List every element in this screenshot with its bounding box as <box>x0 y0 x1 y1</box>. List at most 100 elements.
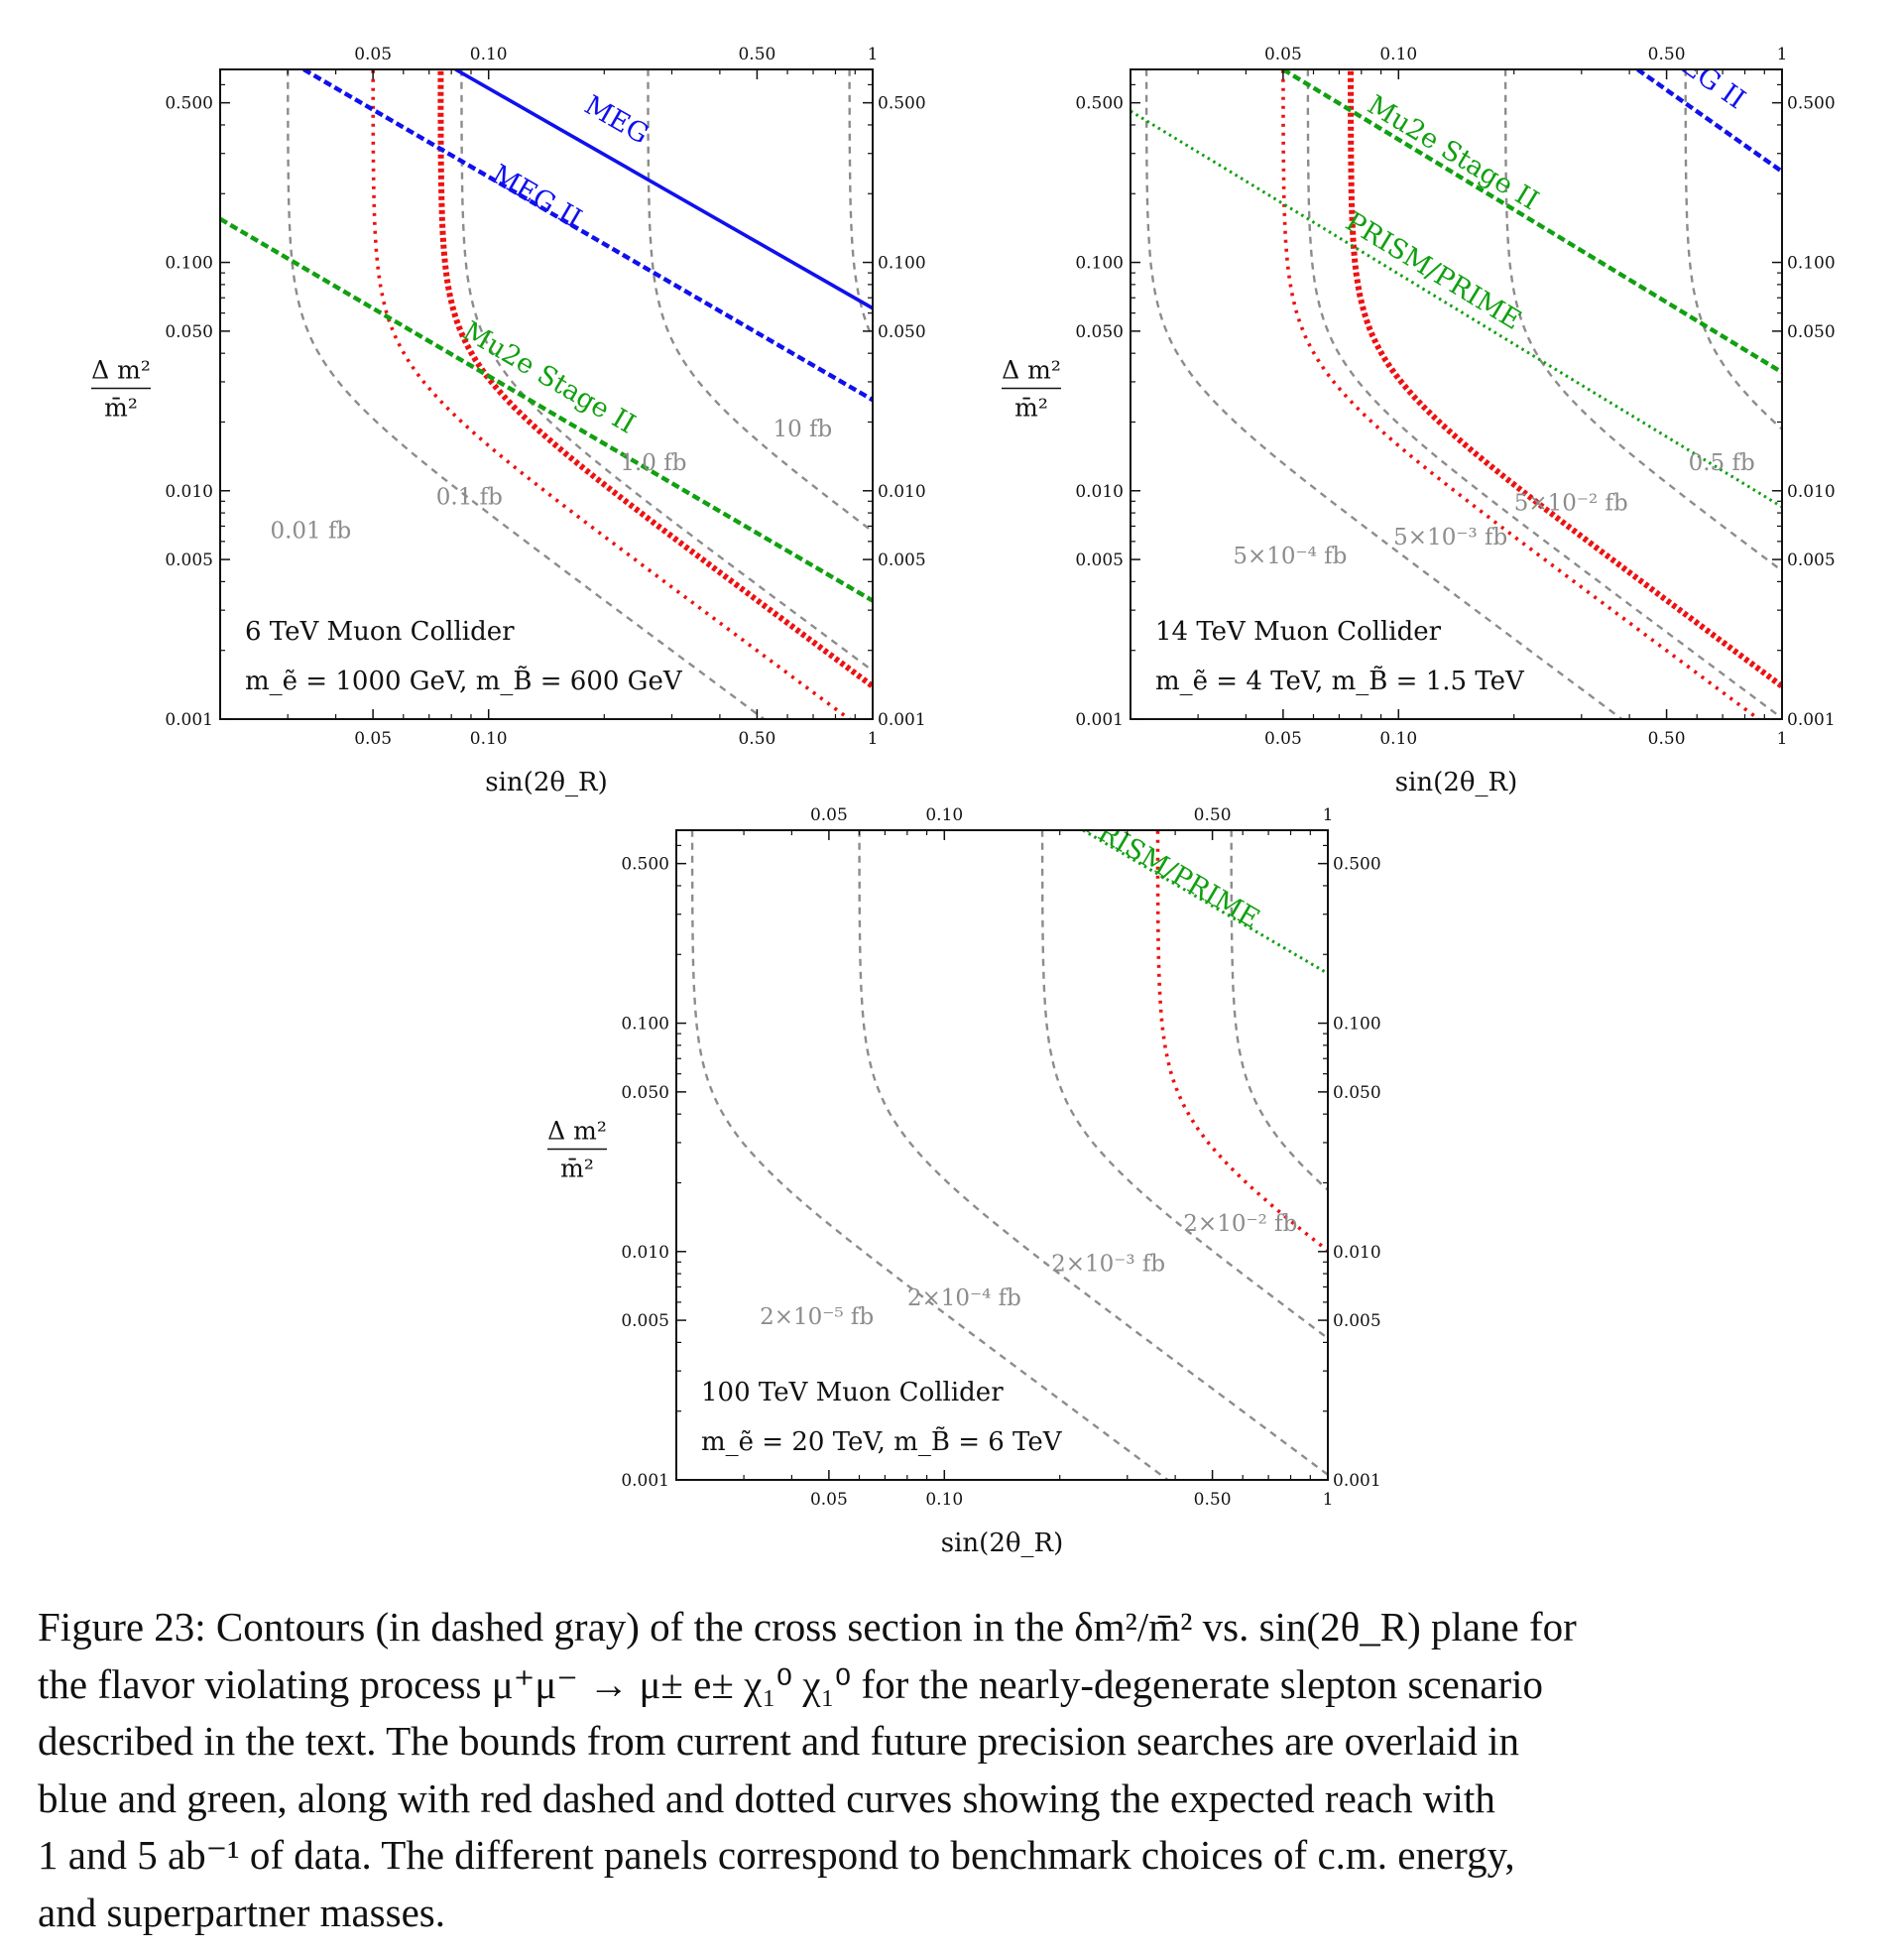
y-axis-label-denominator: m̄² <box>560 1155 594 1183</box>
y-tick-label-right: 0.500 <box>1333 855 1381 875</box>
x-axis-label: sin(2θ_R) <box>485 768 607 797</box>
x-tick-label-top: 0.05 <box>1264 45 1302 64</box>
contour-line-4 <box>1230 830 1328 1192</box>
reach-curve-2 <box>1348 69 1782 690</box>
y-tick-label-left: 0.001 <box>621 1471 669 1491</box>
reach-curve-1 <box>1155 830 1328 1254</box>
y-axis-label-numerator: Δ m² <box>547 1117 607 1146</box>
y-tick-label-right: 0.100 <box>878 254 926 274</box>
panel-masses: m_ẽ = 4 TeV, m_B̃ = 1.5 TeV <box>1155 666 1525 696</box>
y-tick-label-left: 0.100 <box>1075 254 1124 274</box>
panel-title: 100 TeV Muon Collider <box>701 1378 1004 1407</box>
figure-caption: Figure 23: Contours (in dashed gray) of … <box>38 1599 1882 1941</box>
bound-label: MEG <box>579 90 654 151</box>
y-tick-label-right: 0.100 <box>1787 254 1836 274</box>
contour-label: 5×10⁻² fb <box>1514 491 1628 517</box>
contour-label: 0.01 fb <box>270 519 351 545</box>
x-tick-label-bottom: 0.05 <box>354 729 392 749</box>
contour-line-2 <box>858 830 1328 1477</box>
x-tick-label-bottom: 0.05 <box>1264 729 1302 749</box>
y-axis-label-numerator: Δ m² <box>91 356 151 385</box>
y-tick-label-left: 0.005 <box>165 550 213 570</box>
reach-curve-2 <box>437 69 873 690</box>
y-tick-label-right: 0.050 <box>1787 322 1836 342</box>
x-tick-label-bottom: 0.10 <box>470 729 508 749</box>
plot-frame <box>675 829 1329 1481</box>
contour-label: 1.0 fb <box>620 450 686 476</box>
contour-label: 2×10⁻⁴ fb <box>907 1285 1021 1311</box>
x-tick-label-bottom: 0.50 <box>1648 729 1686 749</box>
x-axis-label: sin(2θ_R) <box>1395 768 1517 797</box>
y-tick-label-right: 0.100 <box>1333 1015 1381 1035</box>
contour-line-2 <box>460 69 873 672</box>
y-tick-label-right: 0.010 <box>1787 482 1836 502</box>
bound-line-prism-prime <box>1130 109 1782 509</box>
reach-curve-1 <box>1281 69 1762 719</box>
x-tick-label-top: 0.10 <box>470 45 508 64</box>
x-tick-label-bottom: 0.50 <box>1194 1490 1232 1510</box>
x-tick-label-bottom: 1 <box>868 729 879 749</box>
y-axis-label-numerator: Δ m² <box>1002 356 1061 385</box>
x-tick-label-bottom: 0.10 <box>1379 729 1417 749</box>
y-tick-label-right: 0.050 <box>878 322 926 342</box>
y-tick-label-right: 0.005 <box>878 550 926 570</box>
contour-line-3 <box>1040 830 1328 1340</box>
contour-line-4 <box>1684 69 1782 431</box>
contour-label: 5×10⁻⁴ fb <box>1233 544 1347 569</box>
figure-23: MEG MEG II Mu2e Stage II 0.01 fb 0.1 fb 1.0 f… <box>91 45 1836 1558</box>
contour-label: 2×10⁻⁵ fb <box>760 1304 874 1330</box>
bound-label: PRISM/PRIME <box>1077 807 1264 934</box>
y-tick-label-left: 0.005 <box>621 1311 669 1331</box>
bound-line-meg-ii <box>302 69 873 403</box>
y-tick-label-right: 0.010 <box>878 482 926 502</box>
bound-label: PRISM/PRIME <box>1340 206 1526 336</box>
y-tick-label-left: 0.010 <box>165 482 213 502</box>
x-tick-label-top: 0.10 <box>1379 45 1417 64</box>
y-tick-label-left: 0.100 <box>621 1015 669 1035</box>
x-tick-label-top: 1 <box>868 45 879 64</box>
caption-line-1: Figure 23: Contours (in dashed gray) of … <box>38 1604 1577 1650</box>
contour-line-4 <box>848 69 873 341</box>
contour-label: 2×10⁻³ fb <box>1051 1252 1165 1278</box>
contour-label: 5×10⁻³ fb <box>1393 525 1507 550</box>
caption-line-6: and superpartner masses. <box>38 1889 446 1935</box>
y-tick-label-right: 0.001 <box>1787 710 1836 730</box>
contour-label: 10 fb <box>773 417 832 442</box>
y-tick-label-left: 0.005 <box>1075 550 1124 570</box>
x-tick-label-bottom: 0.05 <box>810 1490 848 1510</box>
caption-line-3: described in the text. The bounds from c… <box>38 1718 1520 1764</box>
y-tick-label-left: 0.001 <box>165 710 213 730</box>
panel-title: 14 TeV Muon Collider <box>1155 617 1442 647</box>
x-tick-label-top: 0.50 <box>1648 45 1686 64</box>
bound-line-mu2e-stage-ii <box>220 216 873 603</box>
y-tick-label-left: 0.050 <box>621 1083 669 1103</box>
bound-label: MEG II <box>487 159 587 234</box>
contour-line-3 <box>647 69 873 534</box>
contour-line-3 <box>1503 69 1782 572</box>
y-tick-label-right: 0.005 <box>1333 1311 1381 1331</box>
reach-curve-1 <box>371 69 853 719</box>
contour-line-1 <box>690 830 1170 1480</box>
y-tick-label-right: 0.500 <box>878 94 926 114</box>
plot-frame <box>1130 68 1783 720</box>
x-tick-label-bottom: 0.10 <box>925 1490 963 1510</box>
y-tick-label-right: 0.005 <box>1787 550 1836 570</box>
x-tick-label-bottom: 1 <box>1323 1490 1334 1510</box>
y-tick-label-left: 0.500 <box>621 855 669 875</box>
contour-line-1 <box>287 69 767 719</box>
x-tick-label-top: 0.50 <box>1194 805 1232 825</box>
caption-line-2: the flavor violating process μ⁺μ⁻ → μ± e… <box>38 1660 1544 1707</box>
y-tick-label-right: 0.050 <box>1333 1083 1381 1103</box>
y-tick-label-left: 0.050 <box>165 322 213 342</box>
plot-frame <box>219 68 874 720</box>
contour-label: 0.5 fb <box>1689 450 1755 476</box>
y-tick-label-left: 0.010 <box>621 1243 669 1263</box>
bound-line-mu2e-stage-ii <box>1281 69 1782 375</box>
x-tick-label-top: 0.05 <box>810 805 848 825</box>
y-tick-label-left: 0.050 <box>1075 322 1124 342</box>
panel-masses: m_ẽ = 20 TeV, m_B̃ = 6 TeV <box>701 1426 1063 1457</box>
panel-title: 6 TeV Muon Collider <box>245 617 515 647</box>
x-tick-label-top: 0.05 <box>354 45 392 64</box>
